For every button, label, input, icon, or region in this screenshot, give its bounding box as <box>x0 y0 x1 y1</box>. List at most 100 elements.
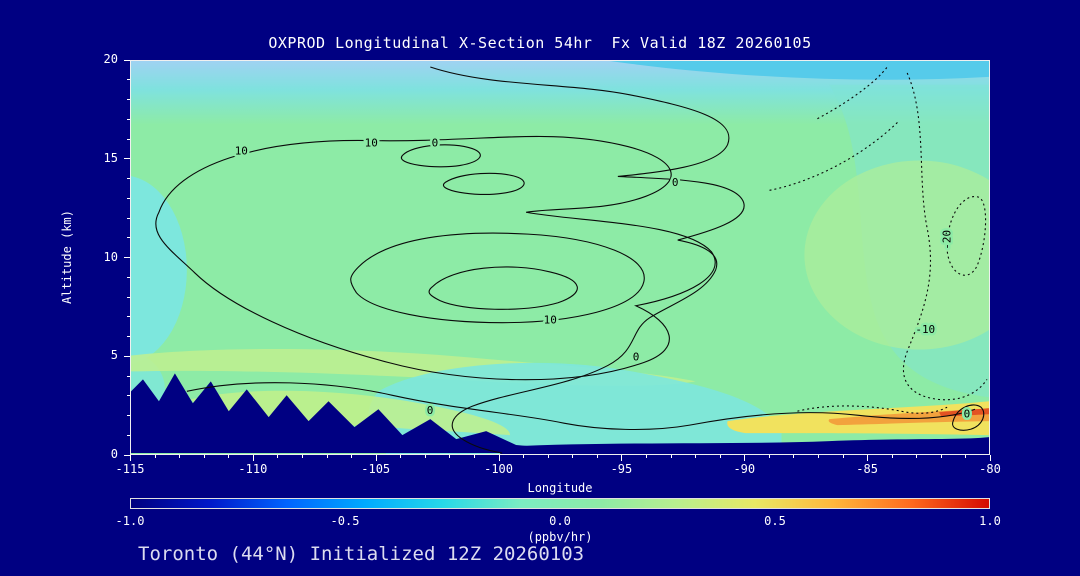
y-minor-tick-mark <box>127 276 130 278</box>
x-minor-tick-mark <box>965 455 967 458</box>
x-minor-tick-mark <box>646 455 647 458</box>
y-minor-tick-mark <box>127 118 130 120</box>
x-tick-mark <box>621 455 623 461</box>
contour-label: 10 <box>235 144 248 157</box>
x-minor-tick-mark <box>547 455 549 458</box>
colorbar-tick-label: 1.0 <box>979 514 1001 528</box>
y-minor-tick-mark <box>127 316 130 318</box>
contour-label: -20 <box>940 230 953 250</box>
colorbar-units-label: (ppbv/hr) <box>527 530 593 544</box>
x-tick-mark <box>130 455 131 461</box>
x-minor-tick-mark <box>768 455 770 458</box>
x-minor-tick-mark <box>351 455 353 458</box>
chart-title: OXPROD Longitudinal X-Section 54hr Fx Va… <box>268 34 812 52</box>
y-minor-tick-mark <box>127 237 130 239</box>
y-tick-mark <box>124 158 130 160</box>
x-minor-tick-mark <box>179 455 181 458</box>
y-minor-tick-mark <box>127 415 130 416</box>
y-minor-tick-mark <box>127 434 130 436</box>
y-minor-tick-mark <box>127 336 130 337</box>
colorbar-tick-labels: -1.0 -0.5 0.0 0.5 1.0 <box>116 514 1001 528</box>
x-tick-label: -90 <box>733 462 756 476</box>
y-axis-ticks <box>122 59 130 456</box>
x-tick-label: -95 <box>610 462 633 476</box>
y-minor-tick-mark <box>127 395 130 397</box>
x-axis-ticks <box>130 455 991 463</box>
x-minor-tick-mark <box>203 455 205 458</box>
colorbar-tick-label: -0.5 <box>330 514 360 528</box>
y-tick-label: 15 <box>103 150 118 165</box>
contour-label: 10 <box>365 137 378 150</box>
x-minor-tick-mark <box>474 455 475 458</box>
x-minor-tick-mark <box>326 455 328 458</box>
x-tick-label: -115 <box>115 462 145 476</box>
x-tick-mark <box>252 455 254 461</box>
contour-label: 0 <box>964 408 971 421</box>
contour-fill <box>131 61 989 454</box>
x-tick-mark <box>744 455 746 461</box>
y-tick-label: 20 <box>103 52 118 66</box>
y-minor-tick-mark <box>127 99 130 100</box>
contour-lines <box>155 66 988 454</box>
y-minor-tick-mark <box>127 296 130 298</box>
colorbar-tick-label: 0.5 <box>764 514 786 528</box>
x-tick-label: -105 <box>361 462 391 476</box>
plot-area: 10 10 0 0 10 0 0 -10 -20 0 <box>130 60 990 455</box>
x-tick-mark <box>867 455 869 461</box>
x-minor-tick-mark <box>449 455 451 458</box>
x-minor-tick-mark <box>228 455 230 458</box>
contour-label: 10 <box>544 313 557 326</box>
y-minor-tick-mark <box>127 217 130 219</box>
y-tick-mark <box>124 355 130 357</box>
x-minor-tick-mark <box>302 455 303 458</box>
contour-label: 0 <box>672 176 679 189</box>
y-axis-tick-labels: 0 5 10 15 20 <box>92 52 122 461</box>
x-tick-label: -80 <box>979 462 1001 476</box>
x-minor-tick-mark <box>719 455 721 458</box>
colorbar <box>130 498 990 509</box>
x-tick-label: -110 <box>238 462 268 476</box>
x-tick-mark <box>498 455 500 461</box>
x-minor-tick-mark <box>891 455 893 458</box>
terrain-silhouette <box>131 373 660 454</box>
x-axis-tick-labels: -115 -110 -105 -100 -95 -90 -85 -80 <box>116 462 1001 478</box>
x-tick-mark <box>375 455 377 461</box>
x-tick-mark <box>990 455 991 461</box>
x-minor-tick-mark <box>277 455 279 458</box>
contour-plot: 10 10 0 0 10 0 0 -10 -20 0 <box>131 61 989 454</box>
x-minor-tick-mark <box>842 455 844 458</box>
colorbar-tick-label: -1.0 <box>115 514 145 528</box>
x-minor-tick-mark <box>916 455 918 458</box>
x-minor-tick-mark <box>670 455 672 458</box>
y-tick-label: 0 <box>110 447 118 461</box>
x-tick-label: -100 <box>484 462 514 476</box>
x-minor-tick-mark <box>400 455 402 458</box>
y-minor-tick-mark <box>127 79 130 81</box>
y-tick-mark <box>124 59 130 61</box>
contour-label: -10 <box>915 323 935 336</box>
x-minor-tick-mark <box>523 455 525 458</box>
colorbar-tick-label: 0.0 <box>549 514 571 528</box>
initialization-note: Toronto (44°N) Initialized 12Z 20260103 <box>138 543 585 565</box>
x-axis-title: Longitude <box>527 481 593 495</box>
y-minor-tick-mark <box>127 138 130 140</box>
x-minor-tick-mark <box>154 455 156 458</box>
x-minor-tick-mark <box>940 455 942 458</box>
x-tick-label: -85 <box>856 462 878 476</box>
contour-label: 0 <box>427 404 434 417</box>
x-minor-tick-mark <box>695 455 697 458</box>
x-minor-tick-mark <box>572 455 574 458</box>
x-minor-tick-mark <box>793 455 795 458</box>
x-minor-tick-mark <box>596 455 598 458</box>
y-minor-tick-mark <box>127 178 130 179</box>
y-minor-tick-mark <box>127 197 130 199</box>
contour-labels: 10 10 0 0 10 0 0 -10 -20 0 <box>232 134 973 423</box>
y-minor-tick-mark <box>127 375 130 377</box>
y-tick-mark <box>124 257 130 258</box>
x-minor-tick-mark <box>424 455 426 458</box>
y-tick-label: 10 <box>103 249 118 264</box>
x-minor-tick-mark <box>818 455 819 458</box>
contour-label: 0 <box>633 351 640 364</box>
contour-label: 0 <box>432 137 439 150</box>
